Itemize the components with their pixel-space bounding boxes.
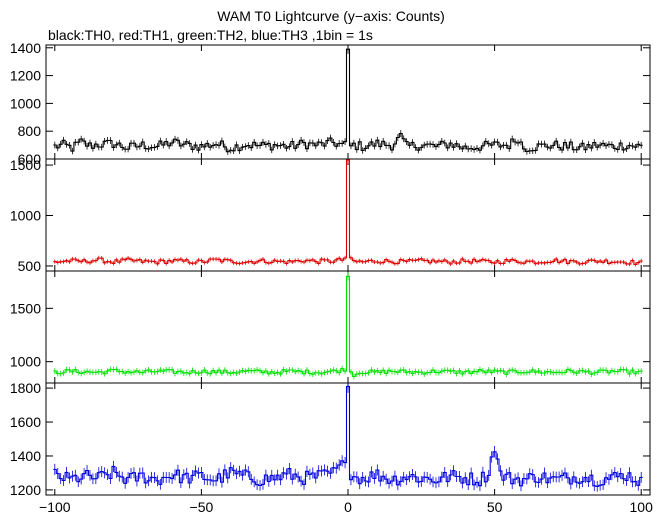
y-tick-label: 1500	[10, 157, 41, 173]
x-tick-label: 50	[487, 499, 503, 515]
y-tick-label: 1400	[10, 40, 41, 56]
y-tick-label: 1000	[10, 354, 41, 370]
y-tick-label: 1000	[10, 95, 41, 111]
x-tick-label: 0	[344, 499, 352, 515]
panel-th3: 1200 1400 1600 1800	[10, 380, 651, 498]
error-bars	[54, 272, 642, 380]
y-tick-label: 1800	[10, 380, 41, 396]
panel-frame	[45, 158, 651, 272]
chart-subtitle: black:TH0, red:TH1, green:TH2, blue:TH3 …	[48, 27, 373, 43]
series-th2	[53, 275, 643, 378]
panel-frame	[45, 44, 651, 160]
x-tick-label: −50	[190, 499, 214, 515]
y-tick-label: 1200	[10, 482, 41, 498]
chart-title: WAM T0 Lightcurve (y−axis: Counts)	[217, 8, 445, 24]
error-bars	[54, 45, 642, 155]
panel-th2: 1000 1500	[10, 270, 651, 384]
y-tick-label: 1600	[10, 414, 41, 430]
x-tick-label: −100	[39, 499, 71, 515]
y-tick-label: 500	[18, 258, 42, 274]
error-bars	[54, 159, 642, 267]
y-tick-label: 800	[18, 123, 42, 139]
y-tick-label: 1500	[10, 300, 41, 316]
panels-group: 600 800 1000 1200 1400 500 1000 1500 1000 1500 120…	[10, 40, 651, 498]
panel-frame	[45, 270, 651, 384]
x-tick-label: 100	[630, 499, 654, 515]
x-axis: −100 −50 0 50 100	[39, 499, 653, 515]
y-tick-label: 600	[18, 151, 42, 167]
y-tick-label: 1000	[10, 208, 41, 224]
panel-th1: 500 1000 1500	[10, 157, 651, 274]
panel-th0: 600 800 1000 1200 1400	[10, 40, 651, 167]
series-th1	[53, 159, 643, 265]
error-bars	[54, 383, 642, 492]
series-th3	[53, 385, 643, 487]
series-th0	[53, 48, 643, 153]
y-tick-label: 1200	[10, 68, 41, 84]
y-tick-label: 1400	[10, 448, 41, 464]
